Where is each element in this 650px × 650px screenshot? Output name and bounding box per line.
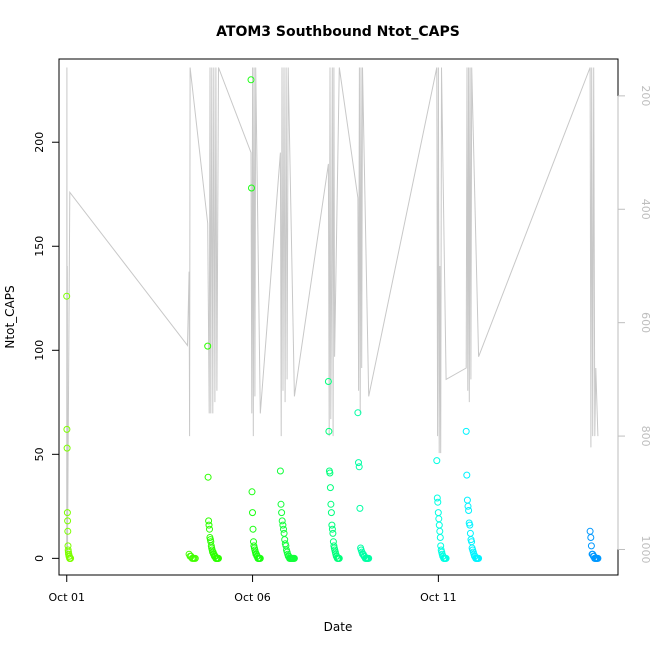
data-point bbox=[290, 554, 298, 562]
chart-title: ATOM3 Southbound Ntot_CAPS bbox=[216, 24, 460, 40]
data-point bbox=[435, 515, 443, 523]
data-point bbox=[206, 525, 213, 533]
data-point bbox=[442, 554, 450, 562]
data-point bbox=[324, 378, 332, 385]
data-point bbox=[204, 473, 212, 481]
y-axis: 0 50 100 150 200 bbox=[33, 132, 60, 562]
x-tick-label: Oct 01 bbox=[48, 591, 85, 604]
pressure-profile bbox=[66, 67, 599, 556]
data-point bbox=[248, 488, 256, 496]
x-axis: Oct 01 Oct 06 Oct 11 bbox=[48, 574, 457, 604]
pressure-profile-line bbox=[66, 67, 599, 556]
data-point bbox=[205, 517, 213, 525]
data-point bbox=[356, 504, 364, 512]
y-tick-label: 150 bbox=[33, 236, 46, 257]
data-point bbox=[63, 425, 71, 433]
data-point bbox=[63, 444, 71, 452]
data-point bbox=[355, 463, 363, 471]
secondary-tick-label: 600 bbox=[639, 312, 650, 333]
data-point bbox=[204, 342, 212, 350]
data-point bbox=[435, 521, 443, 529]
data-point bbox=[67, 554, 75, 562]
data-point bbox=[594, 554, 602, 562]
secondary-y-axis: 200 400 600 800 1000 bbox=[617, 85, 650, 563]
data-point bbox=[462, 427, 470, 435]
data-point bbox=[63, 292, 71, 300]
data-point bbox=[280, 529, 288, 537]
data-point bbox=[256, 554, 264, 562]
data-point bbox=[335, 554, 343, 562]
data-point bbox=[466, 529, 474, 537]
data-point bbox=[436, 527, 444, 535]
x-tick-label: Oct 06 bbox=[234, 591, 271, 604]
x-axis-label: Date bbox=[324, 620, 353, 634]
x-tick-label: Oct 11 bbox=[420, 591, 457, 604]
data-point bbox=[354, 409, 362, 417]
y-axis-label: Ntot_CAPS bbox=[3, 285, 17, 348]
data-point bbox=[433, 457, 441, 465]
secondary-tick-label: 800 bbox=[639, 426, 650, 447]
data-point bbox=[433, 494, 441, 502]
data-point bbox=[249, 509, 256, 517]
data-point bbox=[280, 525, 287, 533]
data-point bbox=[464, 502, 472, 510]
data-point bbox=[205, 521, 213, 529]
data-point bbox=[466, 521, 474, 529]
y-tick-label: 100 bbox=[33, 340, 46, 361]
data-point bbox=[328, 521, 336, 529]
data-point bbox=[64, 517, 72, 525]
data-point bbox=[247, 76, 255, 84]
data-point bbox=[63, 509, 71, 517]
data-point bbox=[326, 484, 334, 492]
data-point bbox=[586, 527, 594, 535]
data-point bbox=[434, 498, 442, 506]
data-point bbox=[329, 529, 337, 537]
data-point bbox=[191, 554, 199, 562]
data-point bbox=[328, 525, 336, 533]
data-point bbox=[434, 509, 442, 517]
data-point bbox=[248, 184, 255, 192]
scatter-points bbox=[63, 76, 602, 562]
data-point bbox=[281, 536, 289, 544]
secondary-tick-label: 400 bbox=[639, 199, 650, 220]
data-point bbox=[587, 534, 595, 541]
data-point bbox=[276, 467, 284, 475]
y-tick-label: 200 bbox=[33, 132, 46, 153]
data-point bbox=[587, 542, 595, 550]
data-point bbox=[327, 500, 335, 508]
data-point bbox=[64, 527, 72, 535]
data-point bbox=[463, 471, 471, 479]
data-point bbox=[436, 534, 444, 541]
data-point bbox=[277, 500, 285, 508]
y-tick-label: 50 bbox=[33, 447, 46, 461]
data-point bbox=[279, 521, 287, 529]
data-point bbox=[278, 517, 286, 525]
secondary-tick-label: 1000 bbox=[639, 535, 650, 563]
y-tick-label: 0 bbox=[33, 555, 46, 562]
secondary-tick-label: 200 bbox=[639, 85, 650, 106]
data-point bbox=[325, 427, 333, 435]
data-point bbox=[463, 496, 471, 504]
data-point bbox=[249, 525, 257, 533]
data-point bbox=[475, 554, 483, 562]
data-point bbox=[327, 509, 335, 517]
data-point bbox=[278, 509, 286, 517]
data-point bbox=[465, 507, 473, 514]
data-point bbox=[326, 469, 334, 477]
data-point bbox=[355, 459, 362, 467]
data-point bbox=[215, 554, 222, 562]
data-point bbox=[365, 554, 373, 562]
